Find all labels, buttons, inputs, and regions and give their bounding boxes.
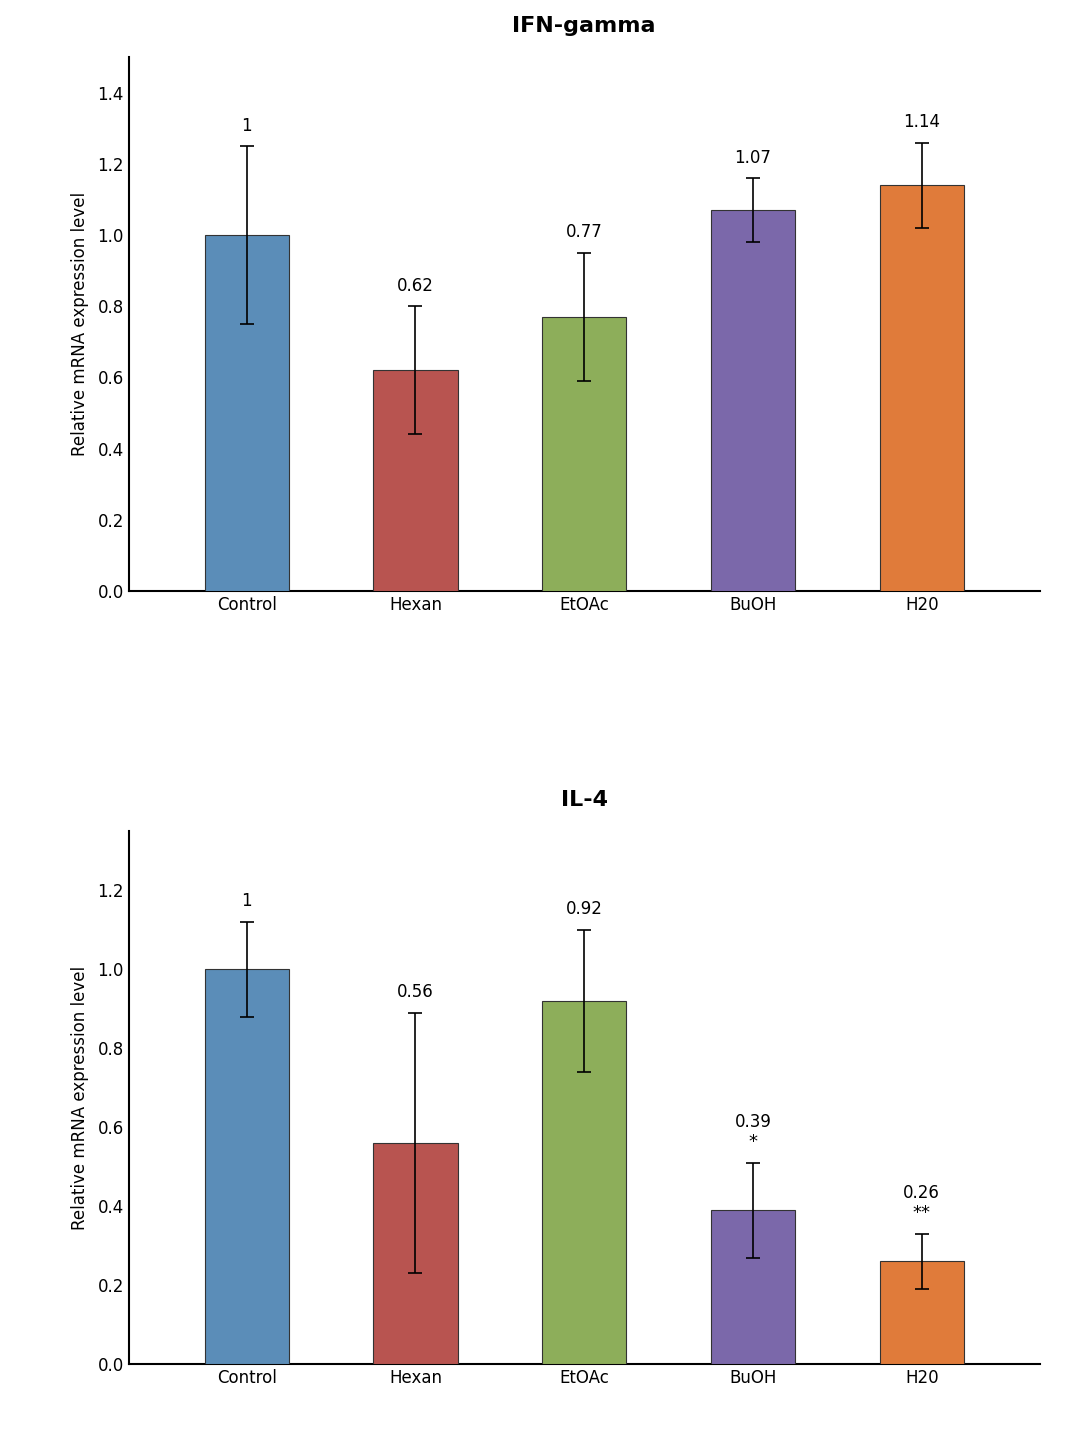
Bar (205, 236, 289, 590)
Bar (373, 1143, 458, 1364)
Text: *: * (748, 1133, 758, 1152)
Text: 0.26: 0.26 (904, 1183, 940, 1202)
Text: 1: 1 (241, 892, 252, 910)
Title: IFN-gamma: IFN-gamma (512, 16, 656, 36)
Bar (542, 1001, 626, 1364)
Text: 0.77: 0.77 (566, 223, 602, 241)
Bar (373, 370, 458, 590)
Text: **: ** (912, 1205, 930, 1222)
Bar (542, 317, 626, 590)
Title: IL-4: IL-4 (561, 790, 608, 810)
Text: 0.92: 0.92 (566, 900, 602, 918)
Text: 0.39: 0.39 (734, 1113, 772, 1130)
Text: 1: 1 (241, 116, 252, 135)
Text: 1.14: 1.14 (904, 113, 940, 131)
Bar (711, 210, 795, 590)
Bar (879, 185, 964, 590)
Text: 0.56: 0.56 (397, 982, 434, 1001)
Y-axis label: Relative mRNA expression level: Relative mRNA expression level (71, 192, 89, 457)
Text: 0.62: 0.62 (397, 277, 434, 294)
Text: 1.07: 1.07 (734, 148, 772, 167)
Y-axis label: Relative mRNA expression level: Relative mRNA expression level (71, 965, 89, 1229)
Bar (711, 1211, 795, 1364)
Bar (879, 1261, 964, 1364)
Bar (205, 969, 289, 1364)
